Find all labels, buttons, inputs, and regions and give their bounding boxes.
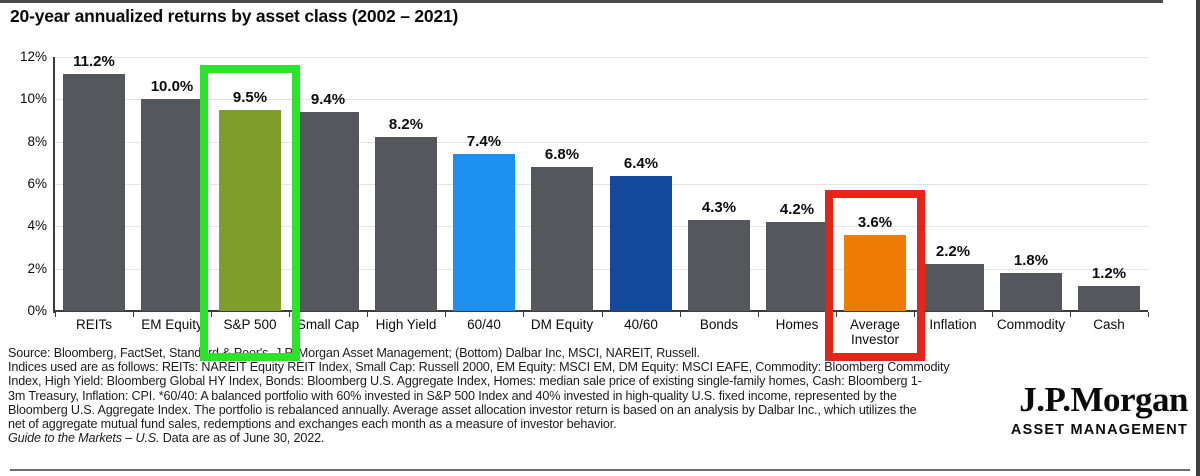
y-axis-tick-label: 0% — [27, 303, 47, 318]
bar-value-label: 9.4% — [310, 91, 346, 108]
plot-area: 0% 2% 4% 6% 8% 10% 12% 11.2% REITs 10.0% EM Equity… — [20, 49, 1149, 361]
bar-dm-equity — [531, 167, 593, 311]
x-axis-tick — [680, 312, 681, 317]
y-axis-tick-label: 10% — [19, 91, 47, 107]
bar-value-label: 10.0% — [150, 78, 194, 95]
bar-value-label: 8.2% — [388, 116, 424, 133]
chart-title: 20-year annualized returns by asset clas… — [10, 6, 459, 26]
x-axis-line — [55, 310, 1148, 312]
footnote-line: Index, High Yield: Bloomberg Global HY I… — [8, 374, 922, 389]
highlight-box-s-p-500 — [200, 65, 300, 361]
bar-category-label: Homes — [775, 317, 819, 332]
bar-category-label: REITs — [75, 317, 112, 332]
bar-homes — [766, 222, 828, 311]
bar-category-label: High Yield — [375, 317, 437, 332]
x-axis-tick — [914, 312, 915, 317]
x-axis-tick — [1148, 312, 1149, 317]
bar-value-label: 2.2% — [935, 243, 971, 260]
y-axis-tick-label: 6% — [27, 176, 47, 191]
footnote-line: net of aggregate mutual fund sales, rede… — [8, 417, 617, 432]
bar-60-40 — [453, 154, 515, 311]
asset-management-label: ASSET MANAGEMENT — [1010, 422, 1188, 438]
source-footnote: Source: Bloomberg, FactSet, Standard & P… — [8, 346, 950, 445]
jpmorgan-brand-wordmark: J.P.Morgan — [1019, 380, 1188, 419]
bar-commodity — [1000, 273, 1062, 311]
gridline-2% — [55, 268, 1148, 270]
y-axis-tick-label: 12% — [19, 49, 47, 64]
bar-value-label: 11.2% — [73, 53, 115, 70]
x-axis-tick — [602, 312, 603, 317]
x-axis-tick — [367, 312, 368, 317]
screenshot-top-border — [0, 0, 1163, 3]
bar-category-label: Commodity — [996, 317, 1066, 332]
bar-40-60 — [610, 176, 672, 311]
footnote-line: Source: Bloomberg, FactSet, Standard & P… — [8, 346, 700, 360]
jpmorgan-logo: J.P.Morgan ASSET MANAGEMENT — [1010, 380, 1189, 439]
bar-category-label: S&P 500 — [223, 317, 277, 332]
bar-value-label: 3.6% — [857, 214, 893, 231]
bar-category-label: 40/60 — [624, 317, 658, 332]
x-axis-tick — [523, 312, 524, 317]
bar-s-p-500 — [219, 110, 281, 311]
bar-value-label: 6.8% — [544, 146, 580, 163]
screenshot-right-border — [1196, 0, 1200, 476]
screenshot-bottom-border — [10, 469, 1190, 471]
gridline-12% — [55, 57, 1148, 58]
footnote-line: 3m Treasury, Inflation: CPI. *60/40: A b… — [8, 388, 897, 403]
gridline-8% — [55, 141, 1148, 143]
bar-value-label: 4.3% — [701, 199, 737, 216]
footnote-line: Indices used are as follows: REITs: NARE… — [8, 360, 950, 375]
bar-em-equity — [141, 99, 203, 311]
x-axis-tick — [289, 312, 290, 317]
bar-small-cap — [297, 112, 359, 311]
bar-value-label: 9.5% — [232, 89, 268, 106]
bar-value-label: 6.4% — [623, 155, 659, 172]
gridline-10% — [55, 99, 1148, 101]
bar-inflation — [922, 264, 984, 311]
bar-average-investor — [844, 235, 906, 311]
x-axis-tick — [758, 312, 759, 317]
bar-value-label: 1.8% — [1013, 252, 1049, 269]
x-axis-tick — [55, 312, 56, 317]
x-axis-tick — [445, 312, 446, 317]
bar-category-label: 60/40 — [467, 317, 501, 332]
guide-to-markets-label: Guide to the Markets – U.S. — [8, 431, 160, 446]
bar-value-label: 4.2% — [779, 201, 815, 218]
bar-cash — [1078, 286, 1140, 311]
x-axis-tick — [836, 312, 837, 317]
bar-category-label: Inflation — [929, 317, 977, 332]
bar-bonds — [688, 220, 750, 311]
footnote-line: Bloomberg U.S. Aggregate Index. The port… — [8, 402, 917, 417]
y-axis-tick-label: 8% — [27, 133, 47, 149]
gridline-4% — [55, 226, 1148, 228]
y-axis-tick-label: 4% — [27, 218, 47, 234]
x-axis-tick — [992, 312, 993, 317]
bar-category-label: DM Equity — [530, 317, 594, 332]
data-as-of-label: Data are as of June 30, 2022. — [159, 431, 325, 446]
highlight-box-average-investor — [825, 190, 925, 361]
bar-category-label: Cash — [1093, 317, 1125, 332]
y-axis-line — [53, 57, 55, 313]
bar-category-label: Bonds — [699, 317, 739, 332]
bar-value-label: 7.4% — [466, 133, 502, 150]
bar-value-label: 1.2% — [1091, 265, 1127, 282]
x-axis-tick — [133, 312, 134, 317]
bar-high-yield — [375, 137, 437, 311]
gridline-6% — [55, 184, 1148, 185]
bar-category-label: EM Equity — [141, 317, 203, 332]
x-axis-tick — [211, 312, 212, 317]
y-axis-tick-label: 2% — [27, 260, 47, 276]
bar-category-label: Small Cap — [296, 317, 360, 332]
bar-category-label: Average Investor — [849, 317, 901, 347]
x-axis-tick — [1070, 312, 1071, 317]
footnote-line-gtm: Guide to the Markets – U.S. Data are as … — [8, 431, 950, 445]
bar-reits — [63, 74, 125, 311]
